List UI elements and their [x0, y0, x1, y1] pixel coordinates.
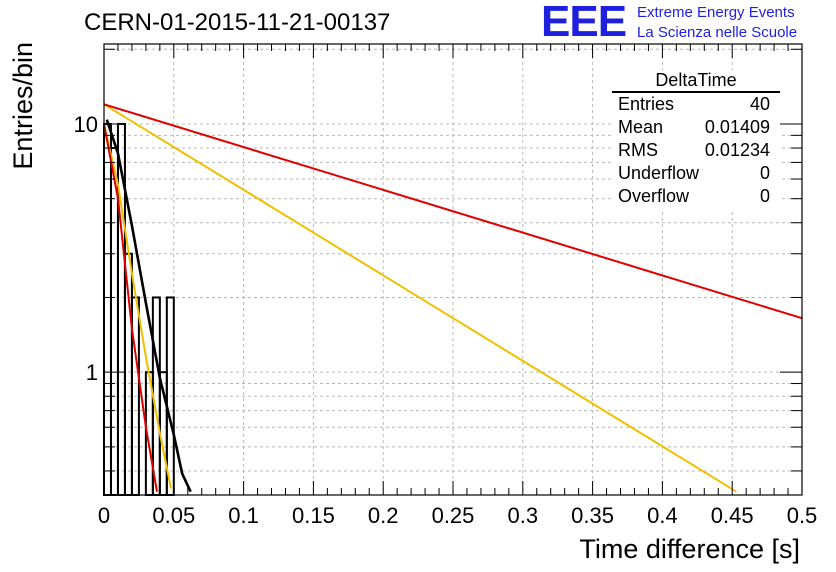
x-tick-label: 0.5: [787, 503, 818, 528]
x-tick-label: 0.1: [228, 503, 259, 528]
eee-logo: EEE: [541, 0, 627, 46]
logo-caption-line1: Extreme Energy Events: [637, 4, 795, 21]
stats-row-value: 0.01409: [705, 117, 770, 137]
x-tick-label: 0.05: [152, 503, 195, 528]
x-axis-title: Time difference [s]: [579, 534, 800, 564]
y-tick-labels: 1 10: [74, 112, 98, 385]
fit-curve: [105, 119, 192, 493]
x-tick-label: 0.15: [292, 503, 335, 528]
stats-box: DeltaTime Entries 40 Mean 0.01409 RMS 0.01234U…: [612, 70, 780, 210]
stats-row-value: 0: [760, 186, 770, 206]
x-tick-label: 0.4: [647, 503, 678, 528]
stats-row-label: Overflow: [618, 186, 690, 206]
x-tick-label: 0.25: [432, 503, 475, 528]
stats-row-label: Entries: [618, 94, 674, 114]
stats-row-value: 0.01234: [705, 140, 770, 160]
stats-box-title: DeltaTime: [655, 70, 736, 90]
grid-lines: [104, 44, 802, 495]
chart-title: CERN-01-2015-11-21-00137: [84, 9, 391, 36]
fit-curve: [103, 103, 737, 493]
fit-curve: [103, 123, 172, 489]
x-tick-label: 0.35: [571, 503, 614, 528]
x-tick-label: 0.45: [711, 503, 754, 528]
x-tick-label: 0.2: [368, 503, 399, 528]
histogram-bin: [109, 147, 119, 496]
stats-row-value: 40: [750, 94, 770, 114]
stats-row-label: RMS: [618, 140, 658, 160]
fit-curves: [103, 103, 803, 493]
x-tick-label: 0: [98, 503, 110, 528]
fit-curve: [103, 103, 803, 320]
x-tick-label: 0.3: [508, 503, 539, 528]
stats-row-value: 0: [760, 163, 770, 183]
stats-box-background: [612, 70, 780, 210]
stats-row-label: Mean: [618, 117, 663, 137]
axis-ticks: [103, 44, 803, 495]
logo-caption-line2: La Scienza nelle Scuole: [637, 24, 798, 41]
stats-row-label: Underflow: [618, 163, 700, 183]
fit-curve: [103, 123, 158, 492]
y-tick-label: 10: [74, 112, 98, 137]
histogram-bin: [103, 122, 112, 496]
y-tick-label: 1: [86, 360, 98, 385]
y-axis-title: Entries/bin: [8, 42, 38, 170]
x-tick-labels: 0 0.05 0.1 0.15 0.2 0.25 0.3 0.35 0.4 0.45 0.5: [98, 503, 817, 528]
